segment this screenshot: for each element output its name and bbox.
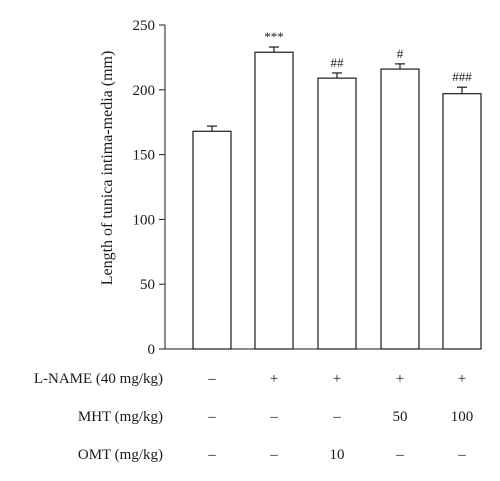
bar — [254, 51, 294, 350]
significance-label: ## — [331, 55, 345, 70]
treatment-cell: + — [457, 371, 467, 387]
treatment-cell: 10 — [329, 447, 345, 463]
treatment-cell: – — [333, 409, 341, 425]
y-ticks: 0 50 100 150 200 250 — [133, 18, 165, 358]
treatment-cell: – — [396, 447, 404, 463]
significance-label: ### — [452, 69, 472, 84]
treatment-cell: – — [458, 447, 466, 463]
treatment-cell: + — [395, 371, 405, 387]
treatment-row-label: MHT (mg/kg) — [77, 409, 163, 425]
bar — [317, 77, 357, 350]
treatment-cell: – — [270, 447, 278, 463]
y-tick-label: 200 — [133, 83, 156, 99]
y-tick-label: 50 — [140, 277, 155, 293]
treatment-cell: – — [270, 409, 278, 425]
treatment-row-label: OMT (mg/kg) — [77, 447, 163, 463]
y-tick-label: 150 — [133, 148, 156, 164]
bar — [192, 130, 232, 350]
treatment-cell: – — [208, 371, 216, 387]
treatment-cell: – — [208, 409, 216, 425]
y-tick-label: 250 — [133, 18, 156, 34]
bars: ***###### — [192, 29, 482, 350]
treatment-cell: 100 — [450, 409, 474, 425]
treatment-cell: 50 — [392, 409, 408, 425]
treatment-cell: – — [208, 447, 216, 463]
y-axis-label: Length of tunica intima-media (mm) — [99, 51, 116, 286]
y-tick-label: 100 — [133, 212, 156, 228]
treatment-cell: + — [269, 371, 279, 387]
bar — [380, 68, 420, 350]
treatment-row-label: L-NAME (40 mg/kg) — [33, 371, 163, 387]
treatment-cell: + — [332, 371, 342, 387]
significance-label: # — [397, 46, 404, 61]
bar — [442, 93, 482, 350]
y-tick-label: 0 — [148, 342, 156, 358]
significance-label: *** — [264, 29, 284, 44]
